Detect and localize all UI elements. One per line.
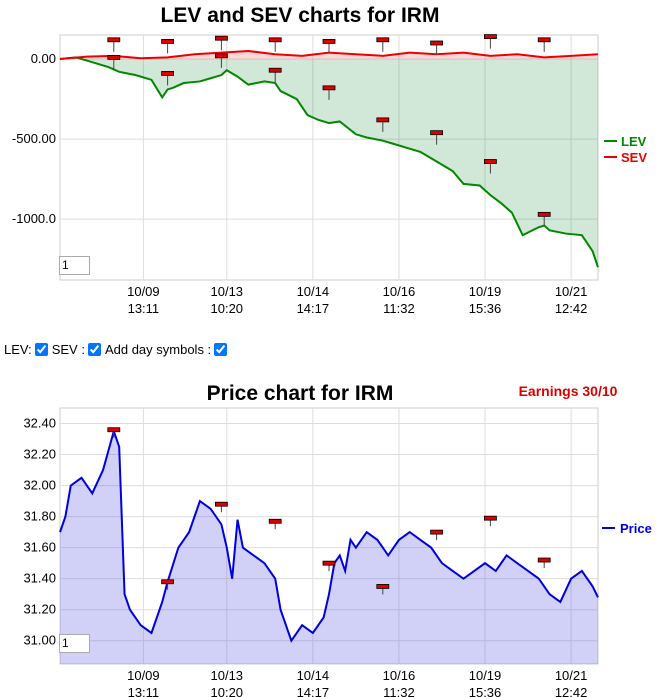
day-marker-flag xyxy=(268,67,282,73)
lev-grid xyxy=(60,35,598,280)
day-marker-flag xyxy=(430,130,444,136)
lev-plot-area xyxy=(59,34,599,281)
lev-sev-chart: LEV and SEV charts for IRM 0.00 -500.00 -1… xyxy=(12,4,647,316)
day-marker-flag xyxy=(322,39,336,44)
day-marker-flag xyxy=(161,71,175,76)
legend-lev-label: LEV xyxy=(621,134,647,149)
x-tick-time: 14:17 xyxy=(297,301,330,316)
day-symbols-checkbox[interactable] xyxy=(214,343,228,356)
x-tick-date: 10/19 xyxy=(469,668,502,683)
day-marker-flag xyxy=(107,37,121,43)
lev-toggle-label: LEV: xyxy=(4,342,32,357)
y-tick-label: -1000.0 xyxy=(12,211,56,226)
x-tick-date: 10/21 xyxy=(555,284,588,299)
y-tick-label: 31.20 xyxy=(23,602,56,617)
day-marker-flag xyxy=(376,37,390,43)
price-grid xyxy=(60,408,598,664)
day-marker-flag xyxy=(537,211,551,217)
price-zoom-input[interactable]: 1 xyxy=(59,634,90,653)
price-chart-title: Price chart for IRM xyxy=(207,382,394,405)
x-tick-time: 12:42 xyxy=(555,685,588,697)
sev-toggle-label: SEV : xyxy=(51,342,85,357)
chart-controls: LEV: SEV : Add day symbols : xyxy=(4,342,231,357)
day-marker-flag xyxy=(107,427,121,433)
x-tick-time: 15:36 xyxy=(469,301,502,316)
x-tick-time: 13:11 xyxy=(128,301,160,316)
x-tick-time: 12:42 xyxy=(555,301,588,316)
day-marker-flag xyxy=(483,34,497,40)
x-tick-date: 10/13 xyxy=(211,668,244,683)
x-tick-time: 10:20 xyxy=(211,301,244,316)
y-tick-label: 32.40 xyxy=(23,416,56,431)
lev-y-axis: 0.00 -500.00 -1000.0 xyxy=(12,51,56,226)
sev-checkbox[interactable] xyxy=(87,343,101,356)
y-tick-label: 32.20 xyxy=(23,447,56,462)
day-marker-flag xyxy=(483,159,497,164)
price-y-axis: 32.40 32.20 32.00 31.80 31.60 31.40 31.20 31.00 xyxy=(23,416,56,648)
y-tick-label: 31.80 xyxy=(23,509,56,524)
x-tick-date: 10/16 xyxy=(383,668,416,683)
day-marker-flag xyxy=(483,515,497,521)
day-marker-flag xyxy=(537,37,551,43)
x-tick-date: 10/09 xyxy=(127,668,160,683)
earnings-label: Earnings 30/10 xyxy=(519,383,618,399)
day-marker-flag xyxy=(214,53,228,59)
series-fill-lev xyxy=(60,57,598,268)
day-marker-flag xyxy=(430,529,444,535)
series-line-lev xyxy=(59,56,599,268)
price-plot xyxy=(59,427,599,664)
x-tick-date: 10/21 xyxy=(555,668,588,683)
x-tick-date: 10/19 xyxy=(469,284,502,299)
lev-plot xyxy=(59,34,599,268)
day-marker-flag xyxy=(268,37,282,43)
lev-checkbox[interactable] xyxy=(34,343,48,356)
lev-legend: LEV SEV xyxy=(604,134,647,165)
day-marker-flag xyxy=(107,55,121,60)
price-chart: Price chart for IRM Earnings 30/10 32.40… xyxy=(23,382,652,697)
day-symbols-label: Add day symbols : xyxy=(104,342,212,357)
day-marker-flag xyxy=(322,560,336,566)
y-tick-label: 31.60 xyxy=(23,540,56,555)
day-marker-flag xyxy=(268,518,282,524)
legend-sev-label: SEV xyxy=(621,150,647,165)
x-tick-date: 10/16 xyxy=(383,284,416,299)
x-tick-time: 14:17 xyxy=(297,685,330,697)
lev-x-axis: 10/09 13:11 10/13 10:20 10/14 14:17 10/16 11:32… xyxy=(127,284,587,316)
x-tick-date: 10/14 xyxy=(297,668,330,683)
price-plot-area xyxy=(59,407,599,665)
x-tick-time: 11:32 xyxy=(383,301,415,316)
lev-chart-title: LEV and SEV charts for IRM xyxy=(161,4,440,27)
y-tick-label: 31.00 xyxy=(23,633,56,648)
x-tick-time: 11:32 xyxy=(383,685,415,697)
day-marker-flag xyxy=(376,117,390,123)
y-tick-label: 31.40 xyxy=(23,571,56,586)
x-tick-time: 13:11 xyxy=(128,685,160,697)
series-fill-price xyxy=(60,431,598,664)
day-marker-flag xyxy=(161,579,175,585)
day-marker-flag xyxy=(161,39,175,44)
day-marker-flag xyxy=(376,584,390,589)
y-tick-label: 32.00 xyxy=(23,478,56,493)
x-tick-time: 10:20 xyxy=(211,685,244,697)
day-marker-flag xyxy=(537,557,551,563)
y-tick-label: -500.00 xyxy=(12,131,56,146)
x-tick-date: 10/14 xyxy=(297,284,330,299)
x-tick-time: 15:36 xyxy=(469,685,502,697)
x-tick-date: 10/09 xyxy=(127,284,160,299)
day-marker-flag xyxy=(430,40,444,46)
x-tick-date: 10/13 xyxy=(211,284,244,299)
price-x-axis: 10/09 13:11 10/13 10:20 10/14 14:17 10/16 11:32… xyxy=(127,668,587,697)
series-line-price xyxy=(59,427,599,643)
price-legend: Price xyxy=(602,521,652,536)
legend-price-label: Price xyxy=(620,521,652,536)
y-tick-label: 0.00 xyxy=(31,51,56,66)
day-marker-flag xyxy=(214,35,228,41)
day-marker-flag xyxy=(214,501,228,507)
lev-zoom-input[interactable]: 1 xyxy=(59,256,90,275)
day-marker-flag xyxy=(322,85,336,91)
